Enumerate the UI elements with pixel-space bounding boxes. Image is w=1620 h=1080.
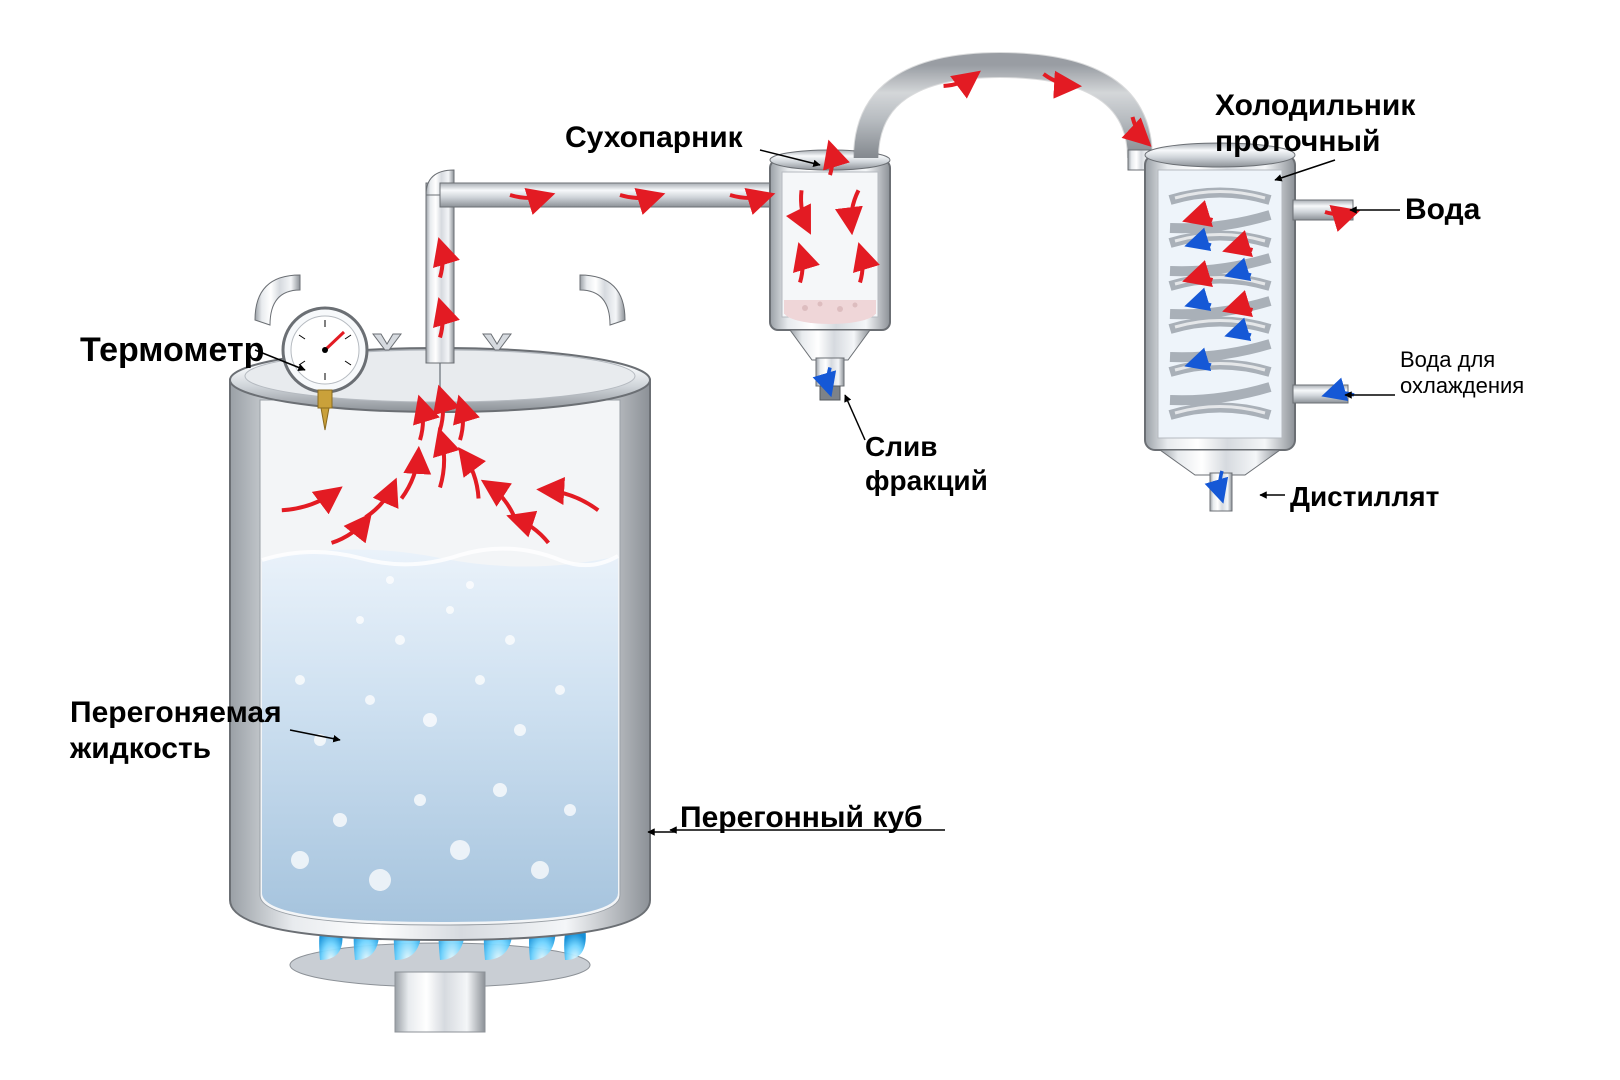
- distillation-diagram: [0, 0, 1620, 1080]
- label-drain: Слив фракций: [865, 430, 988, 497]
- dry-steamer: [770, 150, 890, 400]
- condenser: [1145, 143, 1353, 511]
- label-cooling-water: Вода для охлаждения: [1400, 347, 1524, 400]
- pipe-to-steamer: [440, 183, 775, 207]
- label-water-in: Вода: [1405, 192, 1480, 228]
- label-liquid: Перегоняемая жидкость: [70, 695, 282, 767]
- pipe-arc: [866, 65, 1152, 170]
- label-condenser: Холодильник проточный: [1215, 88, 1415, 160]
- label-thermometer: Термометр: [80, 330, 264, 371]
- label-dry-steamer: Сухопарник: [565, 120, 743, 156]
- label-pot: Перегонный куб: [680, 800, 923, 836]
- label-distillate: Дистиллят: [1290, 480, 1439, 514]
